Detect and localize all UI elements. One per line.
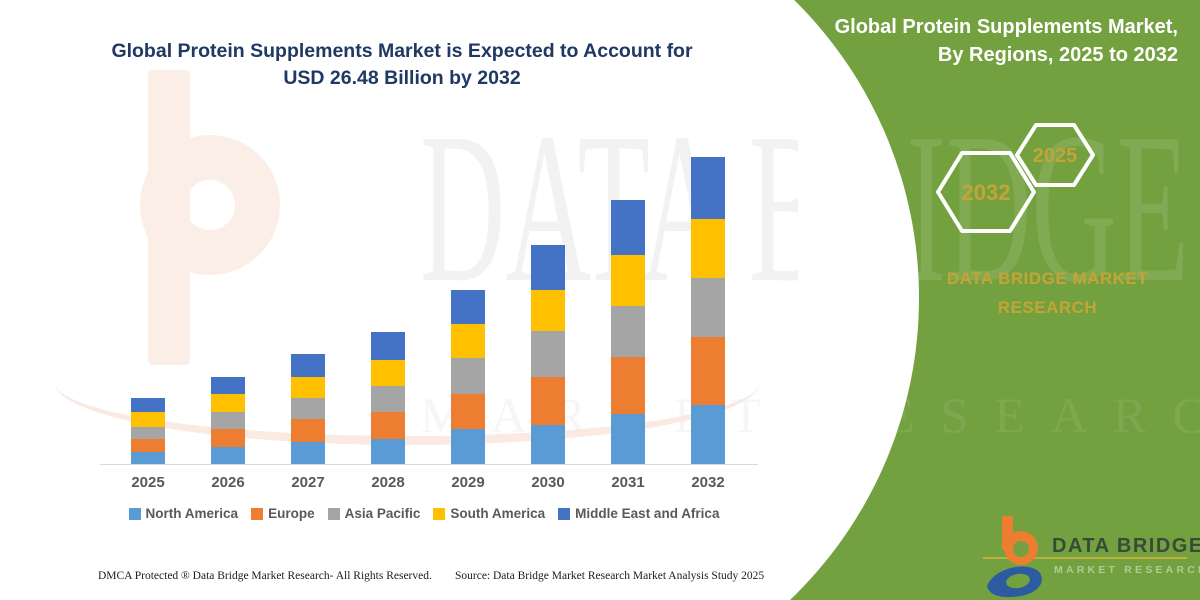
bar-segment-2027-south-america [291,376,325,398]
footer-dmca: DMCA Protected ® Data Bridge Market Rese… [98,570,432,582]
bar-2032 [691,156,725,464]
bar-segment-2025-asia-pacific [131,426,165,439]
legend-item-south-america: South America [433,506,545,521]
panel-brand-text: DATA BRIDGE MARKET RESEARCH [900,264,1195,322]
bar-segment-2029-middle-east-and-africa [451,289,485,324]
bar-segment-2026-asia-pacific [211,411,245,430]
chart-legend: North America Europe Asia Pacific South Ame… [90,506,758,521]
x-axis-labels: 2025 2026 2027 2028 2029 2030 2031 2032 [100,474,758,494]
logo-brand-text: DATA BRIDGE [1052,535,1200,557]
bar-segment-2026-europe [211,429,245,447]
bar-segment-2032-north-america [691,405,725,464]
legend-label: North America [145,506,239,521]
bar-segment-2032-south-america [691,218,725,278]
bar-segment-2026-north-america [211,446,245,464]
bar-segment-2030-middle-east-and-africa [531,244,565,290]
logo-d-hole [1006,573,1030,589]
panel-heading: Global Protein Supplements Market, By Re… [800,13,1178,69]
bar-segment-2029-europe [451,394,485,430]
bar-segment-2032-asia-pacific [691,277,725,338]
bar-segment-2025-europe [131,438,165,453]
panel-heading-line2: By Regions, 2025 to 2032 [937,44,1178,66]
bar-segment-2028-north-america [371,438,405,464]
bar-2028 [371,331,405,464]
bar-segment-2025-south-america [131,412,165,427]
bar-segment-2030-south-america [531,289,565,331]
legend-swatch [251,507,264,520]
bar-segment-2027-asia-pacific [291,397,325,419]
bar-segment-2031-europe [611,357,645,415]
legend-label: Europe [268,506,315,521]
curved-panel-edge [83,0,919,600]
hexagon-2025-outline [1015,123,1095,187]
legend-swatch [327,507,340,520]
bar-segment-2027-middle-east-and-africa [291,353,325,377]
bar-segment-2026-south-america [211,394,245,412]
forecast-hexagons: 2032 2025 [936,123,1095,233]
bar-2026 [211,377,245,464]
bar-segment-2025-north-america [131,452,165,464]
bar-segment-2031-asia-pacific [611,306,645,358]
legend-label: South America [450,506,546,521]
panel-brand-line2: RESEARCH [997,298,1098,317]
bar-segment-2028-middle-east-and-africa [371,331,405,360]
panel-brand-line1: DATA BRIDGE MARKET [946,269,1149,288]
bar-segment-2032-middle-east-and-africa [691,156,725,219]
bar-segment-2031-south-america [611,255,645,307]
data-bridge-logo: DATA BRIDGE MARKET RESEARCH [983,516,1200,598]
bar-segment-2030-europe [531,376,565,425]
x-tick-2031: 2031 [611,474,645,491]
bar-2030 [531,244,565,464]
bar-segment-2028-south-america [371,359,405,387]
bar-segment-2027-europe [291,418,325,442]
bar-segment-2027-north-america [291,441,325,464]
bar-2031 [611,200,645,464]
bar-2027 [291,353,325,464]
x-tick-2025: 2025 [131,474,165,491]
legend-item-europe: Europe [251,506,315,521]
bar-segment-2028-asia-pacific [371,386,405,412]
x-tick-2030: 2030 [531,474,565,491]
x-tick-2032: 2032 [691,474,725,491]
hexagon-2025-label: 2025 [1033,145,1078,167]
bar-segment-2028-europe [371,411,405,439]
bar-segment-2030-asia-pacific [531,330,565,377]
x-tick-2026: 2026 [211,474,245,491]
bar-segment-2029-north-america [451,429,485,464]
chart-title-line2: USD 26.48 Billion by 2032 [283,67,521,89]
bar-segment-2030-north-america [531,424,565,464]
bar-segment-2029-asia-pacific [451,358,485,395]
bar-segment-2032-europe [691,337,725,406]
bar-segment-2029-south-america [451,323,485,359]
legend-item-asia-pacific: Asia Pacific [327,506,421,521]
bar-segment-2031-north-america [611,414,645,464]
chart-title-line1: Global Protein Supplements Market is Exp… [111,40,693,62]
legend-swatch [128,507,141,520]
logo-sub-text: MARKET RESEARCH [1054,564,1200,576]
legend-item-north-america: North America [128,506,239,521]
legend-label: Middle East and Africa [575,506,720,521]
chart-title: Global Protein Supplements Market is Exp… [108,38,696,92]
plot-area [100,140,758,465]
footer-source: Source: Data Bridge Market Research Mark… [455,570,765,582]
x-tick-2029: 2029 [451,474,485,491]
x-tick-2028: 2028 [371,474,405,491]
bar-segment-2026-middle-east-and-africa [211,377,245,395]
logo-b-hook-hole [1013,541,1029,557]
x-tick-2027: 2027 [291,474,325,491]
hexagon-2032-label: 2032 [962,180,1011,205]
legend-label: Asia Pacific [344,506,421,521]
bar-segment-2025-middle-east-and-africa [131,397,165,413]
hexagon-2032-outline [936,151,1036,233]
legend-swatch [558,507,571,520]
legend-swatch [433,507,446,520]
legend-item-middle-east-and-africa: Middle East and Africa [558,506,719,521]
bar-2029 [451,289,485,464]
panel-heading-line1: Global Protein Supplements Market, [834,16,1178,38]
bar-segment-2031-middle-east-and-africa [611,200,645,256]
bar-2025 [131,397,165,464]
